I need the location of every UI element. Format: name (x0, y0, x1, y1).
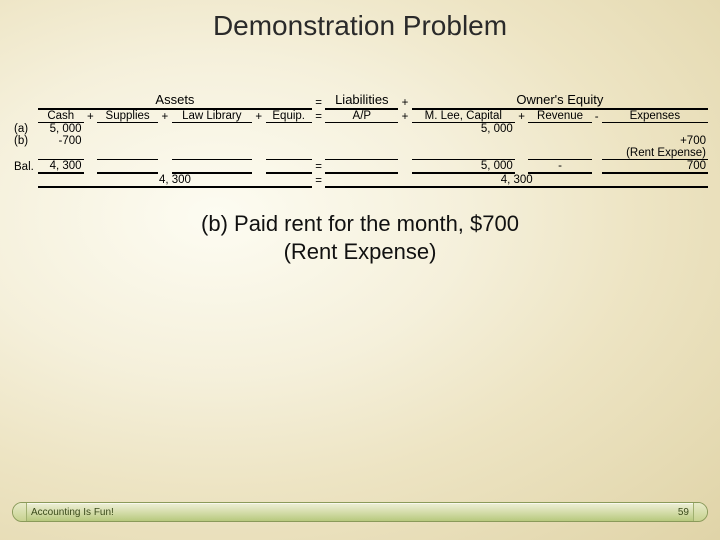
eq-sign: = (312, 173, 326, 187)
table-row: (Rent Expense) (12, 147, 708, 160)
col-revenue: Revenue (528, 109, 591, 123)
description-line1: (b) Paid rent for the month, $700 (201, 211, 519, 236)
row-label-b: (b) (12, 135, 38, 147)
table-row: 4, 300 = 4, 300 (12, 173, 708, 187)
col-capital: M. Lee, Capital (412, 109, 515, 123)
cell-expenses-bal: 700 (602, 160, 708, 174)
col-equip: Equip. (266, 109, 312, 123)
col-cash: Cash (38, 109, 84, 123)
section-header-row: Assets = Liabilities + Owner's Equity (12, 92, 708, 109)
cell-capital: 5, 000 (412, 123, 515, 136)
col-expenses: Expenses (602, 109, 708, 123)
eq-sign: = (312, 92, 326, 109)
eq-sign: = (312, 109, 326, 123)
cell-liab-owner-total: 4, 300 (325, 173, 708, 187)
col-ap: A/P (325, 109, 398, 123)
col-law-library: Law Library (172, 109, 252, 123)
table-row: Bal. 4, 300 = 5, 000 - 700 (12, 160, 708, 174)
plus-sign: + (398, 109, 412, 123)
column-header-row: Cash + Supplies + Law Library + Equip. =… (12, 109, 708, 123)
plus-sign: + (515, 109, 529, 123)
footer-left-text: Accounting Is Fun! (31, 507, 114, 518)
col-supplies: Supplies (97, 109, 158, 123)
cell-cash: 5, 000 (38, 123, 84, 136)
cell-expenses-note: (Rent Expense) (602, 147, 708, 160)
plus-sign: + (158, 109, 172, 123)
description-line2: (Rent Expense) (284, 239, 437, 264)
plus-sign: + (398, 92, 412, 109)
table-row: (b) -700 +700 (12, 135, 708, 147)
footer-cap-icon (13, 503, 27, 521)
plus-sign: + (252, 109, 266, 123)
cell-cash: -700 (38, 135, 84, 147)
cell-assets-total: 4, 300 (38, 173, 312, 187)
assets-header: Assets (38, 92, 312, 109)
page-title: Demonstration Problem (0, 0, 720, 42)
eq-sign: = (312, 160, 326, 174)
liabilities-header: Liabilities (325, 92, 398, 109)
row-label-a: (a) (12, 123, 38, 136)
cell-revenue-bal: - (528, 160, 591, 174)
minus-sign: - (592, 109, 602, 123)
owners-equity-header: Owner's Equity (412, 92, 708, 109)
cell-cash-bal: 4, 300 (38, 160, 84, 174)
description-text: (b) Paid rent for the month, $700 (Rent … (0, 210, 720, 265)
equation-table: Assets = Liabilities + Owner's Equity Ca… (12, 92, 708, 188)
row-label-bal: Bal. (12, 160, 38, 174)
cell-expenses-amount: +700 (602, 135, 708, 147)
footer-cap-icon (693, 503, 707, 521)
plus-sign: + (84, 109, 98, 123)
cell-capital-bal: 5, 000 (412, 160, 515, 174)
footer-page-number: 59 (678, 507, 689, 518)
table-row: (a) 5, 000 5, 000 (12, 123, 708, 136)
footer-bar: Accounting Is Fun! 59 (12, 502, 708, 522)
